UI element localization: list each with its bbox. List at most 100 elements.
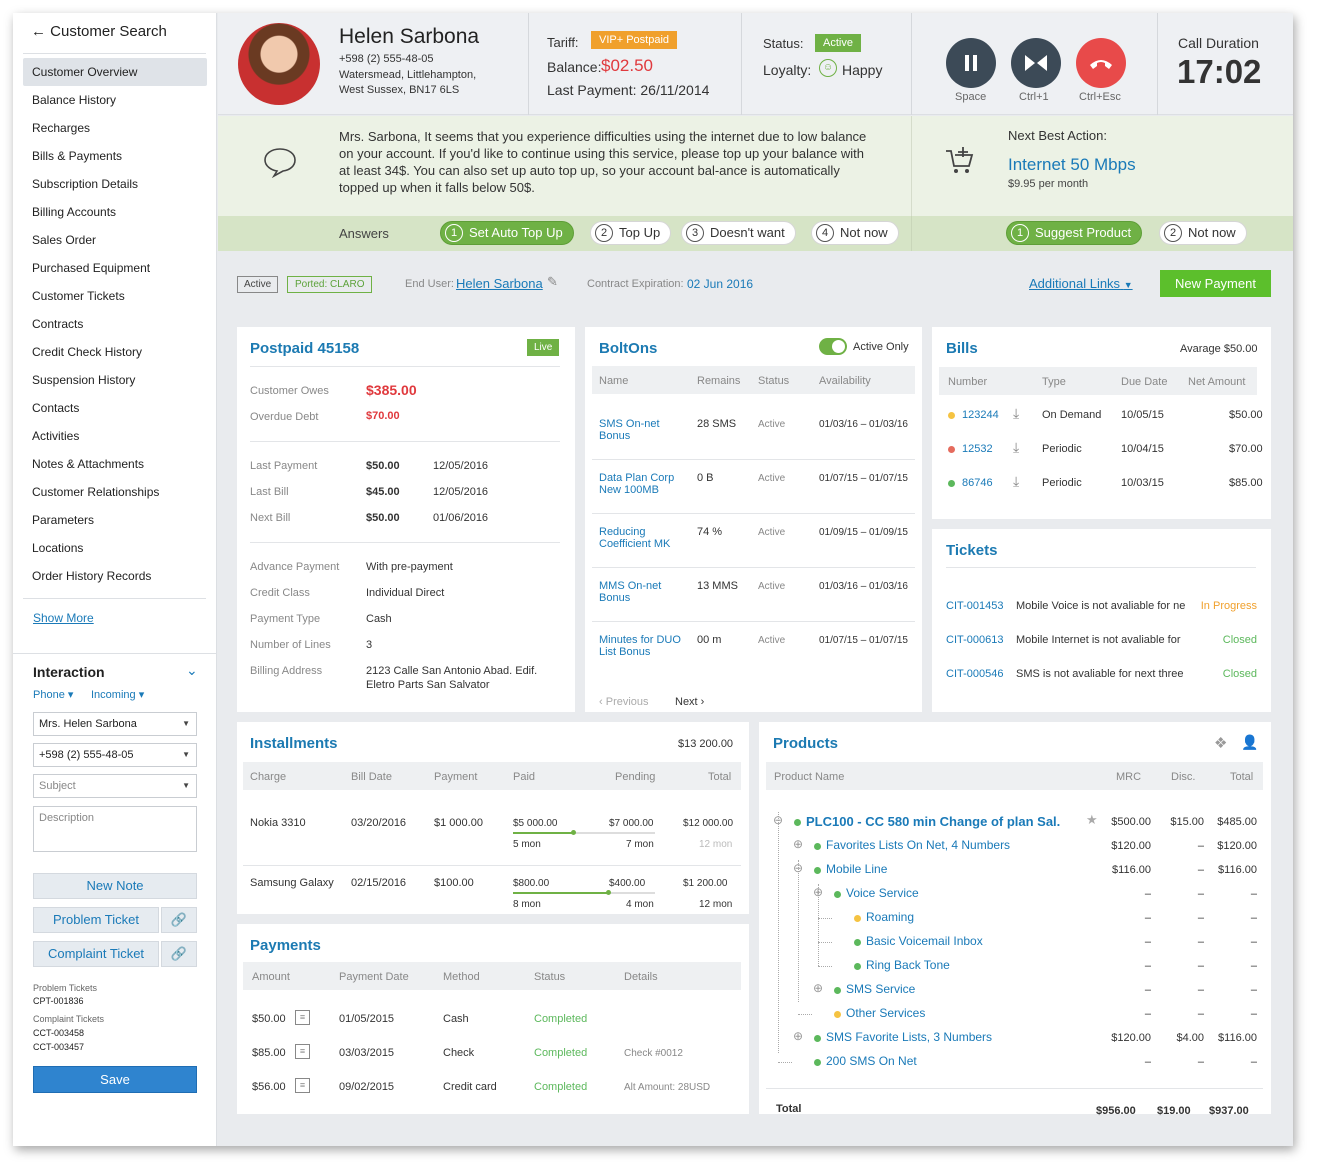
- sidebar-item-customer-overview[interactable]: Customer Overview: [23, 58, 207, 86]
- sidebar-item-customer-relationships[interactable]: Customer Relationships: [32, 485, 160, 499]
- sidebar-item-activities[interactable]: Activities: [32, 429, 80, 443]
- answer-set-auto-top-up[interactable]: 1 Set Auto Top Up: [440, 221, 574, 245]
- sidebar-item-purchased-equipment[interactable]: Purchased Equipment: [32, 261, 151, 275]
- product-name[interactable]: 200 SMS On Net: [826, 1054, 917, 1068]
- problem-ticket-button[interactable]: Problem Ticket: [33, 907, 159, 933]
- product-disc: –: [1197, 960, 1204, 972]
- ticket-id-link[interactable]: CIT-000546: [946, 668, 1004, 680]
- hang-up-button[interactable]: [1076, 38, 1126, 88]
- product-name[interactable]: Favorites Lists On Net, 4 Numbers: [826, 838, 1011, 852]
- sidebar-item-order-history-records[interactable]: Order History Records: [32, 569, 152, 583]
- collapse-chevron-icon[interactable]: ⌄: [186, 662, 198, 678]
- sidebar-item-locations[interactable]: Locations: [32, 541, 84, 555]
- bill-number-link[interactable]: 123244: [962, 409, 999, 421]
- new-note-button[interactable]: New Note: [33, 873, 197, 899]
- link-icon[interactable]: 🔗: [161, 941, 197, 967]
- star-icon[interactable]: ★: [1086, 812, 1098, 827]
- sidebar-item-balance-history[interactable]: Balance History: [32, 93, 117, 107]
- complaint-ticket-button[interactable]: Complaint Ticket: [33, 941, 159, 967]
- tag-icon[interactable]: ❖: [1214, 735, 1228, 752]
- tree-expander-icon[interactable]: ⊕: [813, 885, 824, 899]
- subject-select[interactable]: Subject ▼: [33, 774, 197, 798]
- active-only-toggle[interactable]: [819, 338, 847, 355]
- sidebar-item-credit-check-history[interactable]: Credit Check History: [32, 345, 143, 359]
- product-name[interactable]: Mobile Line: [826, 862, 888, 876]
- bill-number-link[interactable]: 86746: [962, 477, 993, 489]
- postpaid-row-label: Next Bill: [250, 512, 291, 524]
- ticket-id-link[interactable]: CIT-001453: [946, 600, 1004, 612]
- tree-expander-icon[interactable]: ⊖: [793, 861, 804, 875]
- save-button[interactable]: Save: [33, 1066, 197, 1093]
- product-name[interactable]: SMS Favorite Lists, 3 Numbers: [826, 1030, 993, 1044]
- additional-links-dropdown[interactable]: Additional Links ▼: [1029, 276, 1133, 291]
- sidebar-item-notes-attachments[interactable]: Notes & Attachments: [32, 457, 145, 471]
- tree-expander-icon[interactable]: ⊕: [813, 981, 824, 995]
- bolton-name[interactable]: MMS On-net Bonus: [599, 580, 662, 604]
- problem-ticket-id[interactable]: CPT-001836: [33, 996, 84, 1006]
- bolton-name[interactable]: Minutes for DUO List Bonus: [599, 634, 681, 658]
- sidebar-item-parameters[interactable]: Parameters: [32, 513, 95, 527]
- bolton-name[interactable]: Reducing Coefficient MK: [599, 526, 671, 550]
- hold-button[interactable]: [946, 38, 996, 88]
- new-payment-button[interactable]: New Payment: [1160, 270, 1271, 297]
- product-status-dot: [834, 1011, 841, 1018]
- transfer-button[interactable]: [1011, 38, 1061, 88]
- sidebar-item-bills-payments[interactable]: Bills & Payments: [32, 149, 123, 163]
- suggest-product-button[interactable]: 1 Suggest Product: [1006, 221, 1143, 245]
- caret-down-icon: ▼: [182, 781, 190, 790]
- bill-number-link[interactable]: 12532: [962, 443, 993, 455]
- sidebar-item-sales-order[interactable]: Sales Order: [32, 233, 97, 247]
- complaint-ticket-id[interactable]: CCT-003457: [33, 1042, 85, 1052]
- installments-title: Installments: [250, 735, 338, 752]
- product-name[interactable]: SMS Service: [846, 982, 916, 996]
- user-icon[interactable]: 👤: [1241, 734, 1259, 750]
- installment-pending-months: 7 mon: [626, 839, 654, 850]
- direction-dropdown[interactable]: Incoming ▾: [91, 689, 145, 701]
- answer-not-now[interactable]: 4 Not now: [811, 221, 899, 245]
- next-page-button[interactable]: Next ›: [675, 696, 705, 708]
- contact-phone-select[interactable]: +598 (2) 555-48-05 ▼: [33, 743, 197, 767]
- product-name[interactable]: Other Services: [846, 1006, 926, 1020]
- sidebar-item-customer-tickets[interactable]: Customer Tickets: [32, 289, 125, 303]
- sidebar-item-recharges[interactable]: Recharges: [32, 121, 91, 135]
- payment-date: 09/02/2015: [339, 1081, 395, 1093]
- complaint-ticket-id[interactable]: CCT-003458: [33, 1028, 85, 1038]
- download-icon[interactable]: ⤓: [1013, 473, 1020, 489]
- description-textarea[interactable]: Description: [33, 806, 197, 852]
- sidebar-item-contracts[interactable]: Contracts: [32, 317, 84, 331]
- channel-dropdown[interactable]: Phone ▾: [33, 689, 74, 701]
- edit-pencil-icon[interactable]: ✎: [547, 274, 558, 289]
- product-name[interactable]: Ring Back Tone: [866, 958, 950, 972]
- show-more-link[interactable]: Show More: [33, 611, 94, 625]
- link-icon[interactable]: 🔗: [161, 907, 197, 933]
- previous-page-button[interactable]: ‹ Previous: [599, 696, 649, 708]
- receipt-icon[interactable]: ≡: [295, 1044, 310, 1059]
- product-name[interactable]: Roaming: [866, 910, 915, 924]
- ticket-id-link[interactable]: CIT-000613: [946, 634, 1004, 646]
- next-best-action-product[interactable]: Internet 50 Mbps: [1008, 155, 1136, 174]
- tree-expander-icon[interactable]: ⊕: [793, 1029, 804, 1043]
- sidebar-item-billing-accounts[interactable]: Billing Accounts: [32, 205, 117, 219]
- sidebar-item-suspension-history[interactable]: Suspension History: [32, 373, 136, 387]
- answer-top-up[interactable]: 2 Top Up: [590, 221, 672, 245]
- answer-doesnt-want[interactable]: 3 Doesn't want: [681, 221, 796, 245]
- product-name[interactable]: Voice Service: [846, 886, 919, 900]
- sidebar-item-subscription-details[interactable]: Subscription Details: [32, 177, 139, 191]
- contact-name-select[interactable]: Mrs. Helen Sarbona ▼: [33, 712, 197, 736]
- bolton-name[interactable]: SMS On-net Bonus: [599, 418, 660, 442]
- tree-expander-icon[interactable]: ⊖: [773, 813, 784, 827]
- bolton-name[interactable]: Data Plan Corp New 100MB: [599, 472, 675, 496]
- receipt-icon[interactable]: ≡: [295, 1010, 310, 1025]
- sidebar-item-contacts[interactable]: Contacts: [32, 401, 80, 415]
- product-name[interactable]: Basic Voicemail Inbox: [866, 934, 983, 948]
- receipt-icon[interactable]: ≡: [295, 1078, 310, 1093]
- end-user-link[interactable]: Helen Sarbona: [456, 276, 543, 291]
- nba-not-now-button[interactable]: 2 Not now: [1159, 221, 1247, 245]
- download-icon[interactable]: ⤓: [1013, 439, 1020, 455]
- products-total-label: Total: [776, 1103, 802, 1115]
- tariff-badge: VIP+ Postpaid: [591, 31, 678, 49]
- download-icon[interactable]: ⤓: [1013, 405, 1020, 421]
- tree-expander-icon[interactable]: ⊕: [793, 837, 804, 851]
- back-to-customer-search[interactable]: ← Customer Search: [31, 23, 167, 40]
- product-name[interactable]: PLC100 - CC 580 min Change of plan Sal.: [806, 814, 1061, 829]
